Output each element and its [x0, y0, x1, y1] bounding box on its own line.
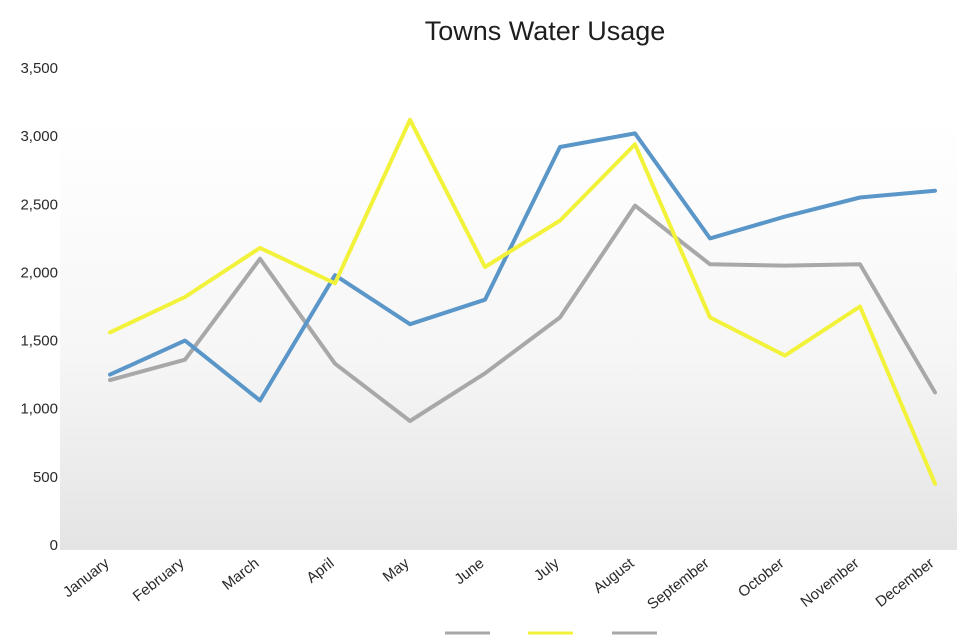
plot-background — [60, 120, 957, 550]
x-axis-ticks: January February March April May June July Augu… — [60, 554, 938, 613]
x-tick-label: October — [735, 555, 788, 601]
x-tick-label: May — [380, 554, 413, 585]
x-tick-label: March — [219, 555, 262, 594]
x-tick-label: July — [531, 554, 563, 584]
x-tick-label: December — [872, 555, 937, 611]
y-tick-label: 2,500 — [20, 196, 58, 213]
x-tick-label: November — [797, 555, 862, 611]
y-tick-label: 0 — [50, 537, 58, 554]
x-tick-label: April — [303, 555, 337, 587]
x-tick-label: August — [590, 554, 638, 597]
x-tick-label: June — [451, 555, 487, 588]
y-tick-label: 3,000 — [20, 128, 58, 145]
series-line-2 — [108, 117, 937, 486]
y-tick-label: 2,000 — [20, 264, 58, 281]
y-tick-label: 1,500 — [20, 333, 58, 350]
series-line-3 — [108, 203, 937, 423]
series-line-1 — [108, 131, 937, 403]
x-tick-label: February — [130, 554, 188, 605]
chart-title: Towns Water Usage — [425, 16, 666, 46]
y-tick-label: 1,000 — [20, 401, 58, 418]
x-tick-label: September — [644, 555, 712, 614]
series-lines — [108, 117, 937, 486]
y-tick-label: 500 — [33, 469, 58, 486]
x-tick-label: January — [60, 554, 113, 601]
y-tick-label: 3,500 — [20, 60, 58, 77]
y-axis-ticks: 0 500 1,000 1,500 2,000 2,500 3,000 3,500 — [20, 60, 58, 554]
